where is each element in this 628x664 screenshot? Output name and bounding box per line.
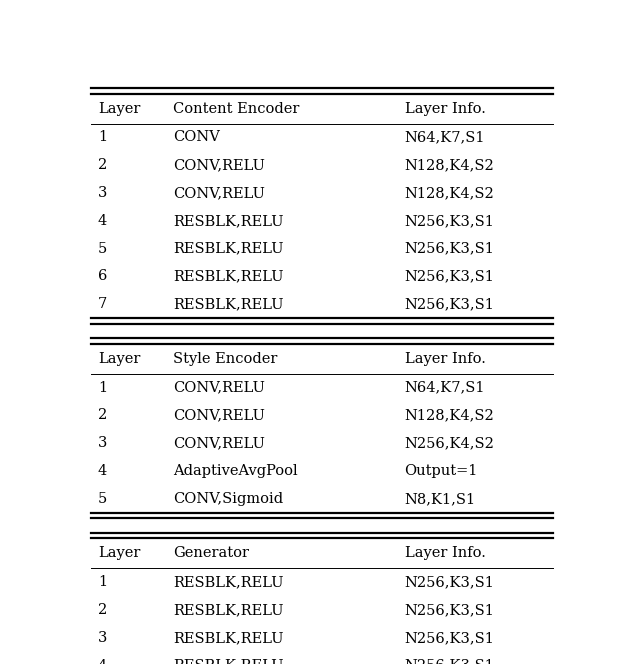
Text: Style Encoder: Style Encoder [173,352,278,366]
Text: N8,K1,S1: N8,K1,S1 [404,492,476,506]
Text: N256,K3,S1: N256,K3,S1 [404,631,494,645]
Text: CONV: CONV [173,130,220,145]
Text: 1: 1 [98,575,107,590]
Text: Generator: Generator [173,546,249,560]
Text: N256,K3,S1: N256,K3,S1 [404,270,494,284]
Text: Content Encoder: Content Encoder [173,102,300,116]
Text: RESBLK,RELU: RESBLK,RELU [173,297,284,311]
Text: N128,K4,S2: N128,K4,S2 [404,158,494,172]
Text: 6: 6 [98,270,107,284]
Text: Layer Info.: Layer Info. [404,102,485,116]
Text: 5: 5 [98,242,107,256]
Text: 7: 7 [98,297,107,311]
Text: 2: 2 [98,408,107,422]
Text: RESBLK,RELU: RESBLK,RELU [173,575,284,590]
Text: N256,K4,S2: N256,K4,S2 [404,436,494,450]
Text: CONV,RELU: CONV,RELU [173,186,265,200]
Text: 2: 2 [98,603,107,617]
Text: N256,K3,S1: N256,K3,S1 [404,297,494,311]
Text: Layer: Layer [98,102,140,116]
Text: 3: 3 [98,186,107,200]
Text: N256,K3,S1: N256,K3,S1 [404,214,494,228]
Text: Layer: Layer [98,546,140,560]
Text: Layer Info.: Layer Info. [404,352,485,366]
Text: RESBLK,RELU: RESBLK,RELU [173,270,284,284]
Text: 4: 4 [98,659,107,664]
Text: 1: 1 [98,130,107,145]
Text: RESBLK,RELU: RESBLK,RELU [173,659,284,664]
Text: N64,K7,S1: N64,K7,S1 [404,380,485,394]
Text: 4: 4 [98,464,107,478]
Text: N256,K3,S1: N256,K3,S1 [404,242,494,256]
Text: 1: 1 [98,380,107,394]
Text: N128,K4,S2: N128,K4,S2 [404,408,494,422]
Text: Layer Info.: Layer Info. [404,546,485,560]
Text: CONV,RELU: CONV,RELU [173,436,265,450]
Text: CONV,Sigmoid: CONV,Sigmoid [173,492,283,506]
Text: Layer: Layer [98,352,140,366]
Text: AdaptiveAvgPool: AdaptiveAvgPool [173,464,298,478]
Text: N256,K3,S1: N256,K3,S1 [404,603,494,617]
Text: 3: 3 [98,436,107,450]
Text: N256,K3,S1: N256,K3,S1 [404,659,494,664]
Text: Output=1: Output=1 [404,464,478,478]
Text: CONV,RELU: CONV,RELU [173,408,265,422]
Text: RESBLK,RELU: RESBLK,RELU [173,603,284,617]
Text: N256,K3,S1: N256,K3,S1 [404,575,494,590]
Text: 3: 3 [98,631,107,645]
Text: 2: 2 [98,158,107,172]
Text: RESBLK,RELU: RESBLK,RELU [173,214,284,228]
Text: RESBLK,RELU: RESBLK,RELU [173,242,284,256]
Text: CONV,RELU: CONV,RELU [173,158,265,172]
Text: CONV,RELU: CONV,RELU [173,380,265,394]
Text: 5: 5 [98,492,107,506]
Text: RESBLK,RELU: RESBLK,RELU [173,631,284,645]
Text: N128,K4,S2: N128,K4,S2 [404,186,494,200]
Text: N64,K7,S1: N64,K7,S1 [404,130,485,145]
Text: 4: 4 [98,214,107,228]
